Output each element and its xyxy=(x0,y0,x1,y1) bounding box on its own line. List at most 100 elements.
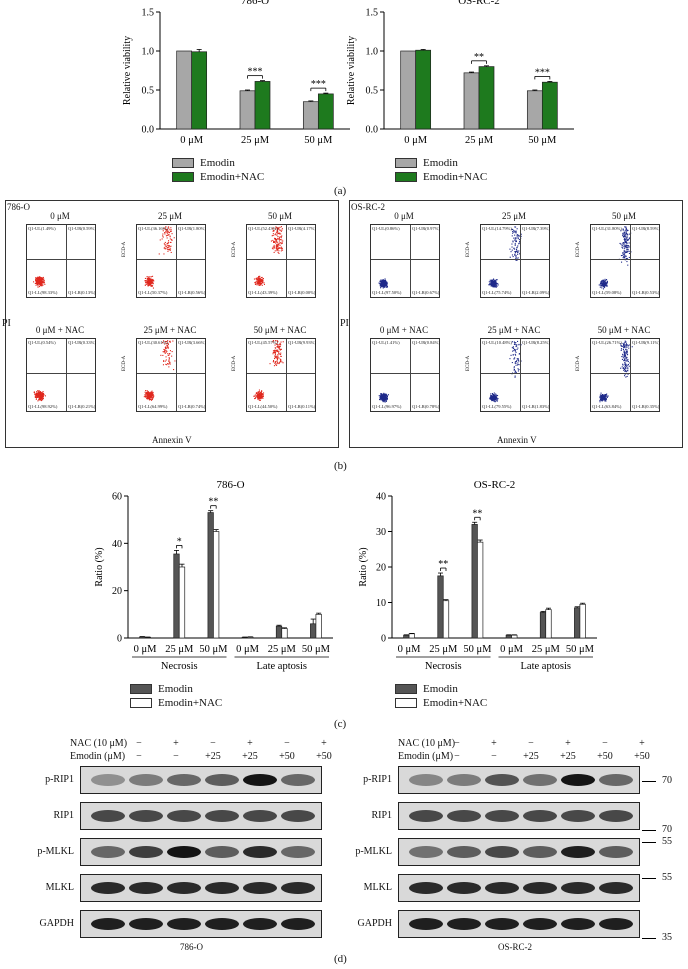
flow-event xyxy=(146,277,148,279)
flow-event xyxy=(621,356,623,358)
flow-ylabel-small: ECD-A xyxy=(576,241,581,257)
flow-event xyxy=(272,233,274,235)
flow-event xyxy=(255,281,257,283)
flow-event xyxy=(278,357,280,359)
flow-event xyxy=(491,396,493,398)
flow-event xyxy=(274,239,276,241)
flow-event xyxy=(40,400,42,402)
flow-event xyxy=(261,395,263,397)
quadrant-percent: Q1-UL(36.16%) xyxy=(138,226,168,231)
flow-plot: Q1-UL(1.49%) Q1-UR(0.59%) Q1-LL(98.33%) Q1-… xyxy=(26,224,96,298)
flow-event xyxy=(625,255,627,257)
flow-event xyxy=(168,246,170,248)
flow-event xyxy=(627,245,629,247)
flow-event xyxy=(260,391,262,393)
flow-event xyxy=(149,393,151,395)
flow-event xyxy=(272,230,274,232)
flow-event xyxy=(620,255,622,257)
flow-event xyxy=(275,238,277,240)
flow-event xyxy=(167,342,169,344)
flow-event xyxy=(275,340,277,342)
flow-event xyxy=(276,229,278,231)
flow-event xyxy=(496,397,498,399)
flow-event xyxy=(628,237,630,239)
flow-event xyxy=(261,278,263,280)
flow-event xyxy=(165,226,167,228)
x-tick-label: 25 μM xyxy=(465,135,494,146)
flow-event xyxy=(518,235,520,237)
flow-event xyxy=(38,399,40,401)
y-tick-label: 0.5 xyxy=(142,86,155,97)
flow-event xyxy=(514,238,516,240)
flow-event xyxy=(150,391,152,393)
sig-star: * xyxy=(177,536,182,547)
flow-event xyxy=(275,349,277,351)
blot-band xyxy=(561,774,595,786)
flow-event xyxy=(150,396,152,398)
flow-event xyxy=(277,246,279,248)
flow-event xyxy=(39,283,41,285)
x-tick-label: 0 μM xyxy=(134,644,158,655)
flow-event xyxy=(169,362,171,364)
flow-event xyxy=(381,393,383,395)
flow-event xyxy=(37,285,39,287)
flow-event xyxy=(258,276,260,278)
flow-plot: Q1-UL(26.71%) Q1-UR(9.11%) Q1-LL(63.84%) Q1… xyxy=(590,338,660,412)
flow-event xyxy=(280,359,282,361)
flow-event xyxy=(623,250,625,252)
flow-event xyxy=(33,281,35,283)
flow-event xyxy=(277,247,279,249)
flow-event xyxy=(37,279,39,281)
protein-label: GAPDH xyxy=(357,918,392,929)
blot-band xyxy=(205,846,239,858)
flow-event xyxy=(628,245,630,247)
flow-event xyxy=(256,280,258,282)
flow-col-header: 0 μM xyxy=(50,211,70,221)
flow-event xyxy=(625,358,627,360)
y-tick-label: 40 xyxy=(112,539,122,550)
flow-event xyxy=(259,391,261,393)
flow-event xyxy=(35,279,37,281)
quadrant-percent: Q1-UL(30.61%) xyxy=(138,340,168,345)
flow-event xyxy=(513,231,515,233)
flow-event xyxy=(255,395,257,397)
flow-event xyxy=(623,253,625,255)
flow-event xyxy=(276,234,278,236)
flow-event xyxy=(253,278,255,280)
flow-event xyxy=(145,396,147,398)
flow-event xyxy=(623,345,625,347)
flow-event xyxy=(626,375,628,377)
flow-event xyxy=(278,363,280,365)
flow-event xyxy=(623,254,625,256)
blot-band xyxy=(409,846,443,858)
flow-event xyxy=(512,354,514,356)
chart-title: OS-RC-2 xyxy=(458,0,500,7)
flow-event xyxy=(514,342,516,344)
flow-event xyxy=(146,281,148,283)
flow-event xyxy=(489,279,491,281)
flow-event xyxy=(152,394,154,396)
protein-label: MLKL xyxy=(363,882,392,893)
flow-event xyxy=(170,229,172,231)
flow-event xyxy=(152,396,154,398)
flow-event xyxy=(520,235,522,237)
flow-event xyxy=(493,398,495,400)
quadrant-percent: Q1-UL(31.80%) xyxy=(592,226,622,231)
flow-ylabel-small: ECD-A xyxy=(466,241,471,257)
flow-event xyxy=(602,285,604,287)
quadrant-percent: Q1-LL(97.50%) xyxy=(372,290,402,295)
x-tick-label: 25 μM xyxy=(268,644,297,655)
flow-event xyxy=(384,281,386,283)
flow-event xyxy=(41,398,43,400)
flow-scatter xyxy=(378,278,388,289)
flow-event xyxy=(620,343,622,345)
group-label: Late aptosis xyxy=(521,661,571,672)
flow-event xyxy=(258,396,260,398)
flow-event xyxy=(151,279,153,281)
flow-event xyxy=(621,261,623,263)
flow-event xyxy=(257,395,259,397)
flow-event xyxy=(261,394,263,396)
flow-event xyxy=(33,391,35,393)
flow-right-frame xyxy=(349,200,683,448)
flow-event xyxy=(171,351,173,353)
